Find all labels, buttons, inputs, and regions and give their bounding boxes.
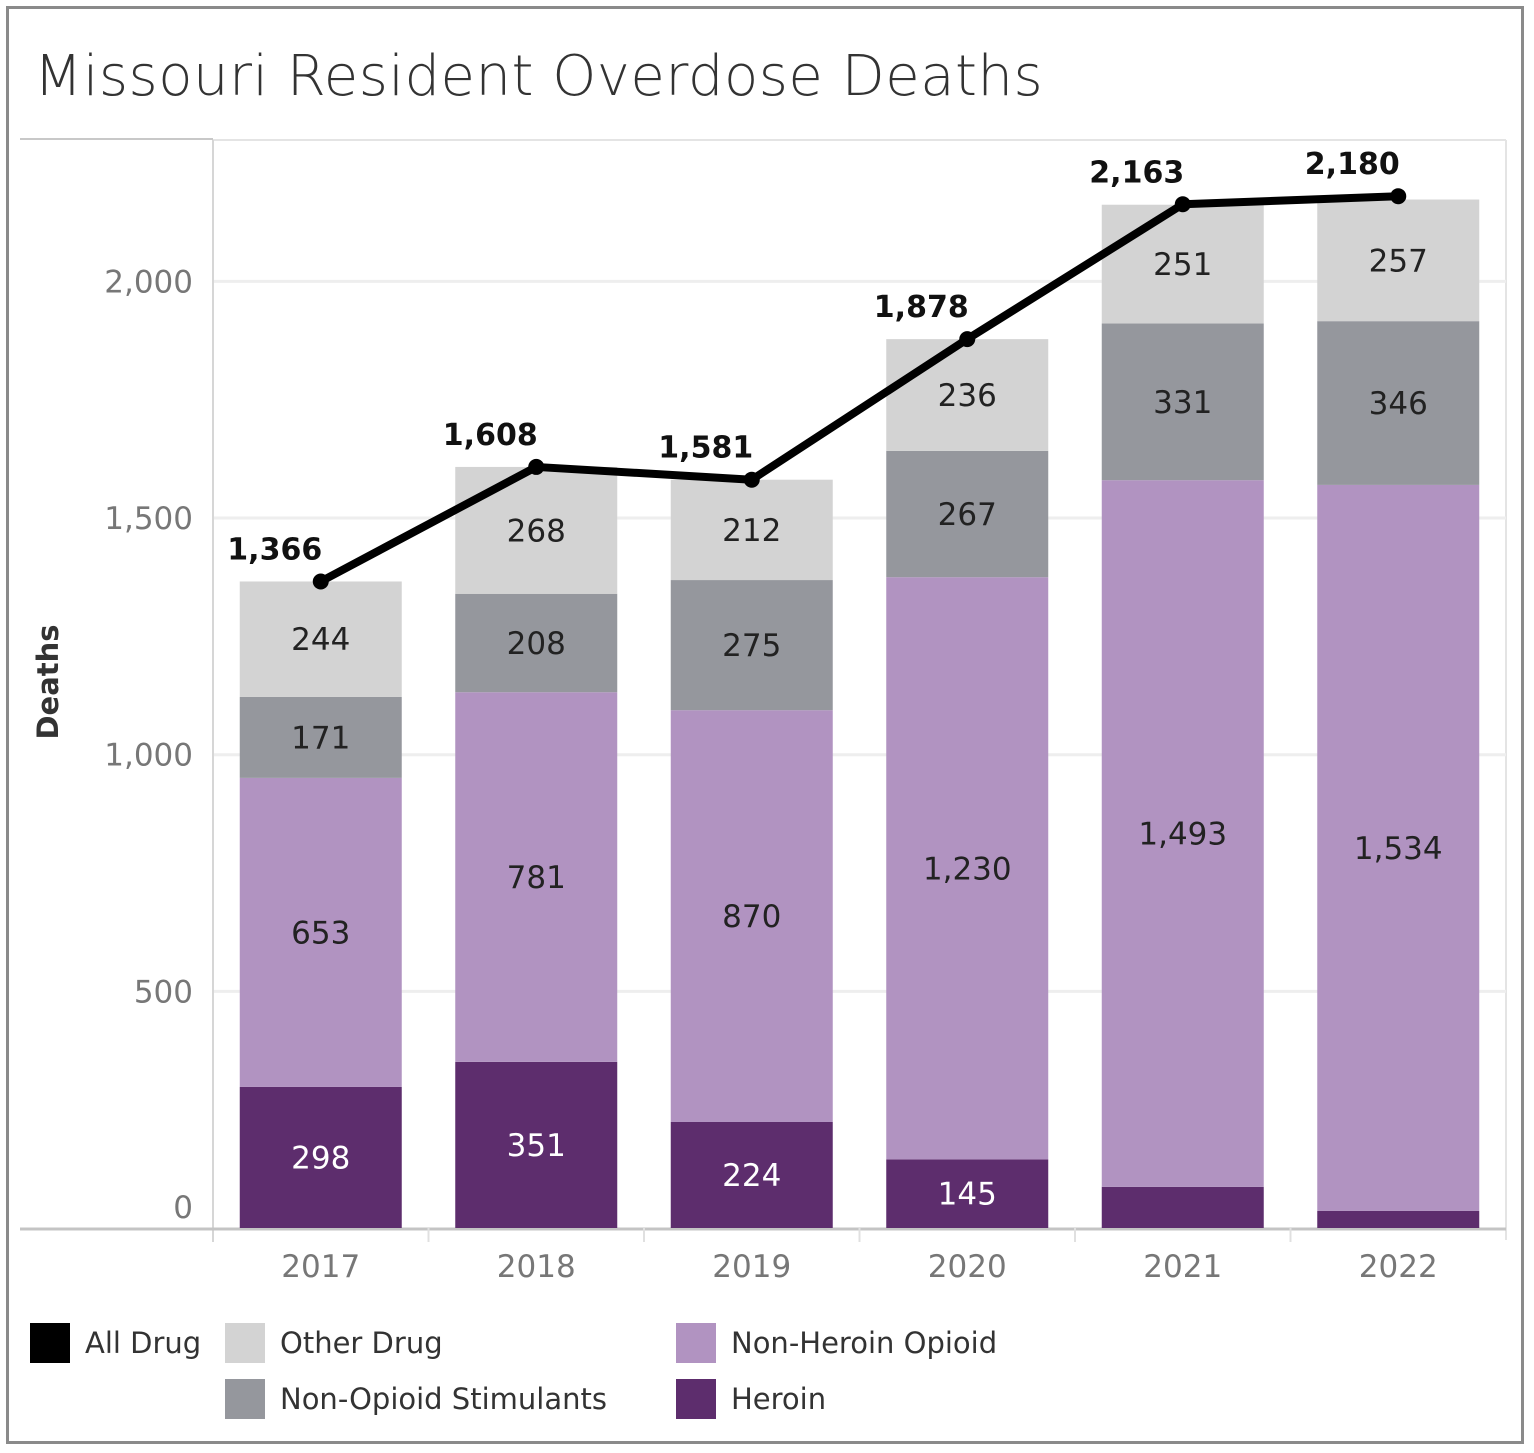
bar-label: 275: [722, 628, 781, 664]
legend-swatch-heroin: [676, 1379, 716, 1419]
legend-label: Non-Opioid Stimulants: [280, 1382, 607, 1416]
bar-heroin: [239, 1086, 402, 1228]
x-tick-label: 2021: [1143, 1249, 1222, 1285]
bar-non-opioid-stimulants: [886, 450, 1049, 578]
legend-item-all-drug[interactable]: All Drug: [30, 1322, 201, 1364]
bar-label: 1,534: [1354, 831, 1443, 867]
legend-label: Heroin: [731, 1382, 827, 1416]
bar-non-heroin-opioid: [1101, 480, 1264, 1187]
bar-label: 346: [1369, 386, 1428, 422]
y-tick-label: 500: [134, 974, 193, 1010]
bar-non-opioid-stimulants: [670, 580, 833, 711]
bar-label: 653: [291, 915, 350, 951]
bar-label: 208: [507, 626, 566, 662]
bars: 298 653 171 244 351 781 208 268 224 870 275 212 145 1…: [239, 199, 1480, 1228]
bar-heroin: [670, 1121, 833, 1228]
bar-label: 781: [507, 860, 566, 896]
all-drug-label: 1,366: [227, 532, 322, 567]
bar-label: 267: [938, 497, 997, 533]
bar-label: 244: [291, 622, 350, 658]
legend-item-non-opioid-stimulants[interactable]: Non-Opioid Stimulants: [225, 1378, 607, 1420]
bar-heroin: [1317, 1210, 1480, 1228]
x-tick-label: 2018: [497, 1249, 576, 1285]
bar-label: 171: [291, 720, 350, 756]
legend: All Drug Other Drug Non-Heroin Opioid No…: [30, 1318, 1130, 1428]
bar-label: 257: [1369, 243, 1428, 279]
bar-non-heroin-opioid: [670, 710, 833, 1122]
bar-non-opioid-stimulants: [1101, 323, 1264, 481]
legend-swatch-non-opioid-stimulants: [225, 1379, 265, 1419]
x-tick-label: 2019: [712, 1249, 791, 1285]
bar-other-drug: [1317, 199, 1480, 322]
legend-item-other-drug[interactable]: Other Drug: [225, 1322, 443, 1364]
bar-label: 145: [938, 1177, 997, 1213]
bar-label: 212: [722, 513, 781, 549]
x-tick-label: 2020: [928, 1249, 1007, 1285]
y-tick-label: 1,500: [104, 501, 193, 537]
bar-other-drug: [1101, 204, 1264, 324]
bar-other-drug: [239, 581, 402, 697]
y-tick-label: 1,000: [104, 738, 193, 774]
bar-other-drug: [886, 339, 1049, 451]
x-tick-label: 2022: [1359, 1249, 1438, 1285]
bar-label: 870: [722, 899, 781, 935]
bar-label: 298: [291, 1140, 350, 1176]
bar-label: 251: [1153, 247, 1212, 283]
bar-non-heroin-opioid: [455, 692, 618, 1062]
bar-other-drug: [670, 479, 833, 581]
legend-label: Non-Heroin Opioid: [731, 1326, 998, 1360]
all-drug-point: [959, 331, 976, 348]
all-drug-point: [1390, 188, 1407, 205]
all-drug-label: 2,163: [1089, 155, 1184, 190]
bar-label: 1,493: [1138, 817, 1227, 853]
bar-heroin: [1101, 1186, 1264, 1228]
all-drug-label: 2,180: [1305, 147, 1400, 182]
bar-non-opioid-stimulants: [1317, 321, 1480, 485]
legend-swatch-non-heroin-opioid: [676, 1323, 716, 1363]
gridlines: [20, 138, 1507, 1240]
bar-label: 224: [722, 1158, 781, 1194]
x-tick-label: 2017: [281, 1249, 360, 1285]
total-line: 1,366 1,608 1,581 1,878 2,163 2,180: [227, 147, 1407, 590]
bar-label: 268: [507, 513, 566, 549]
all-drug-point: [528, 458, 545, 475]
y-axis-title: Deaths: [31, 624, 65, 739]
legend-item-non-heroin-opioid[interactable]: Non-Heroin Opioid: [676, 1322, 997, 1364]
all-drug-label: 1,878: [874, 290, 969, 325]
bar-label: 236: [938, 378, 997, 414]
bar-non-heroin-opioid: [886, 577, 1049, 1160]
all-drug-label: 1,608: [443, 418, 538, 453]
all-drug-point: [312, 573, 329, 590]
bar-heroin: [455, 1061, 618, 1228]
bar-non-opioid-stimulants: [455, 593, 618, 693]
legend-label: All Drug: [85, 1326, 202, 1360]
bar-non-heroin-opioid: [239, 777, 402, 1087]
y-tick-label: 0: [173, 1190, 193, 1226]
legend-swatch-other-drug: [225, 1323, 265, 1363]
all-drug-point: [1174, 196, 1191, 213]
y-tick-label: 2,000: [104, 264, 193, 300]
axes: 0 500 1,000 1,500 2,000 Deaths 2017 2018 2019 202…: [20, 140, 1506, 1285]
bar-label: 351: [507, 1128, 566, 1164]
bar-other-drug: [455, 466, 618, 594]
chart-title: Missouri Resident Overdose Deaths: [34, 44, 1044, 109]
bar-heroin: [886, 1159, 1049, 1228]
bar-label: 1,230: [923, 851, 1012, 887]
legend-item-heroin[interactable]: Heroin: [676, 1378, 826, 1420]
legend-label: Other Drug: [280, 1326, 443, 1360]
bar-label: 331: [1153, 385, 1212, 421]
all-drug-point: [743, 471, 760, 488]
bar-non-heroin-opioid: [1317, 484, 1480, 1211]
stacked-bar-line-chart: 0 500 1,000 1,500 2,000 Deaths 2017 2018 2019 202…: [20, 138, 1507, 1285]
all-drug-line: [316, 192, 1403, 586]
all-drug-label: 1,581: [658, 431, 753, 466]
bar-non-opioid-stimulants: [239, 696, 402, 778]
legend-swatch-all-drug: [30, 1323, 70, 1363]
